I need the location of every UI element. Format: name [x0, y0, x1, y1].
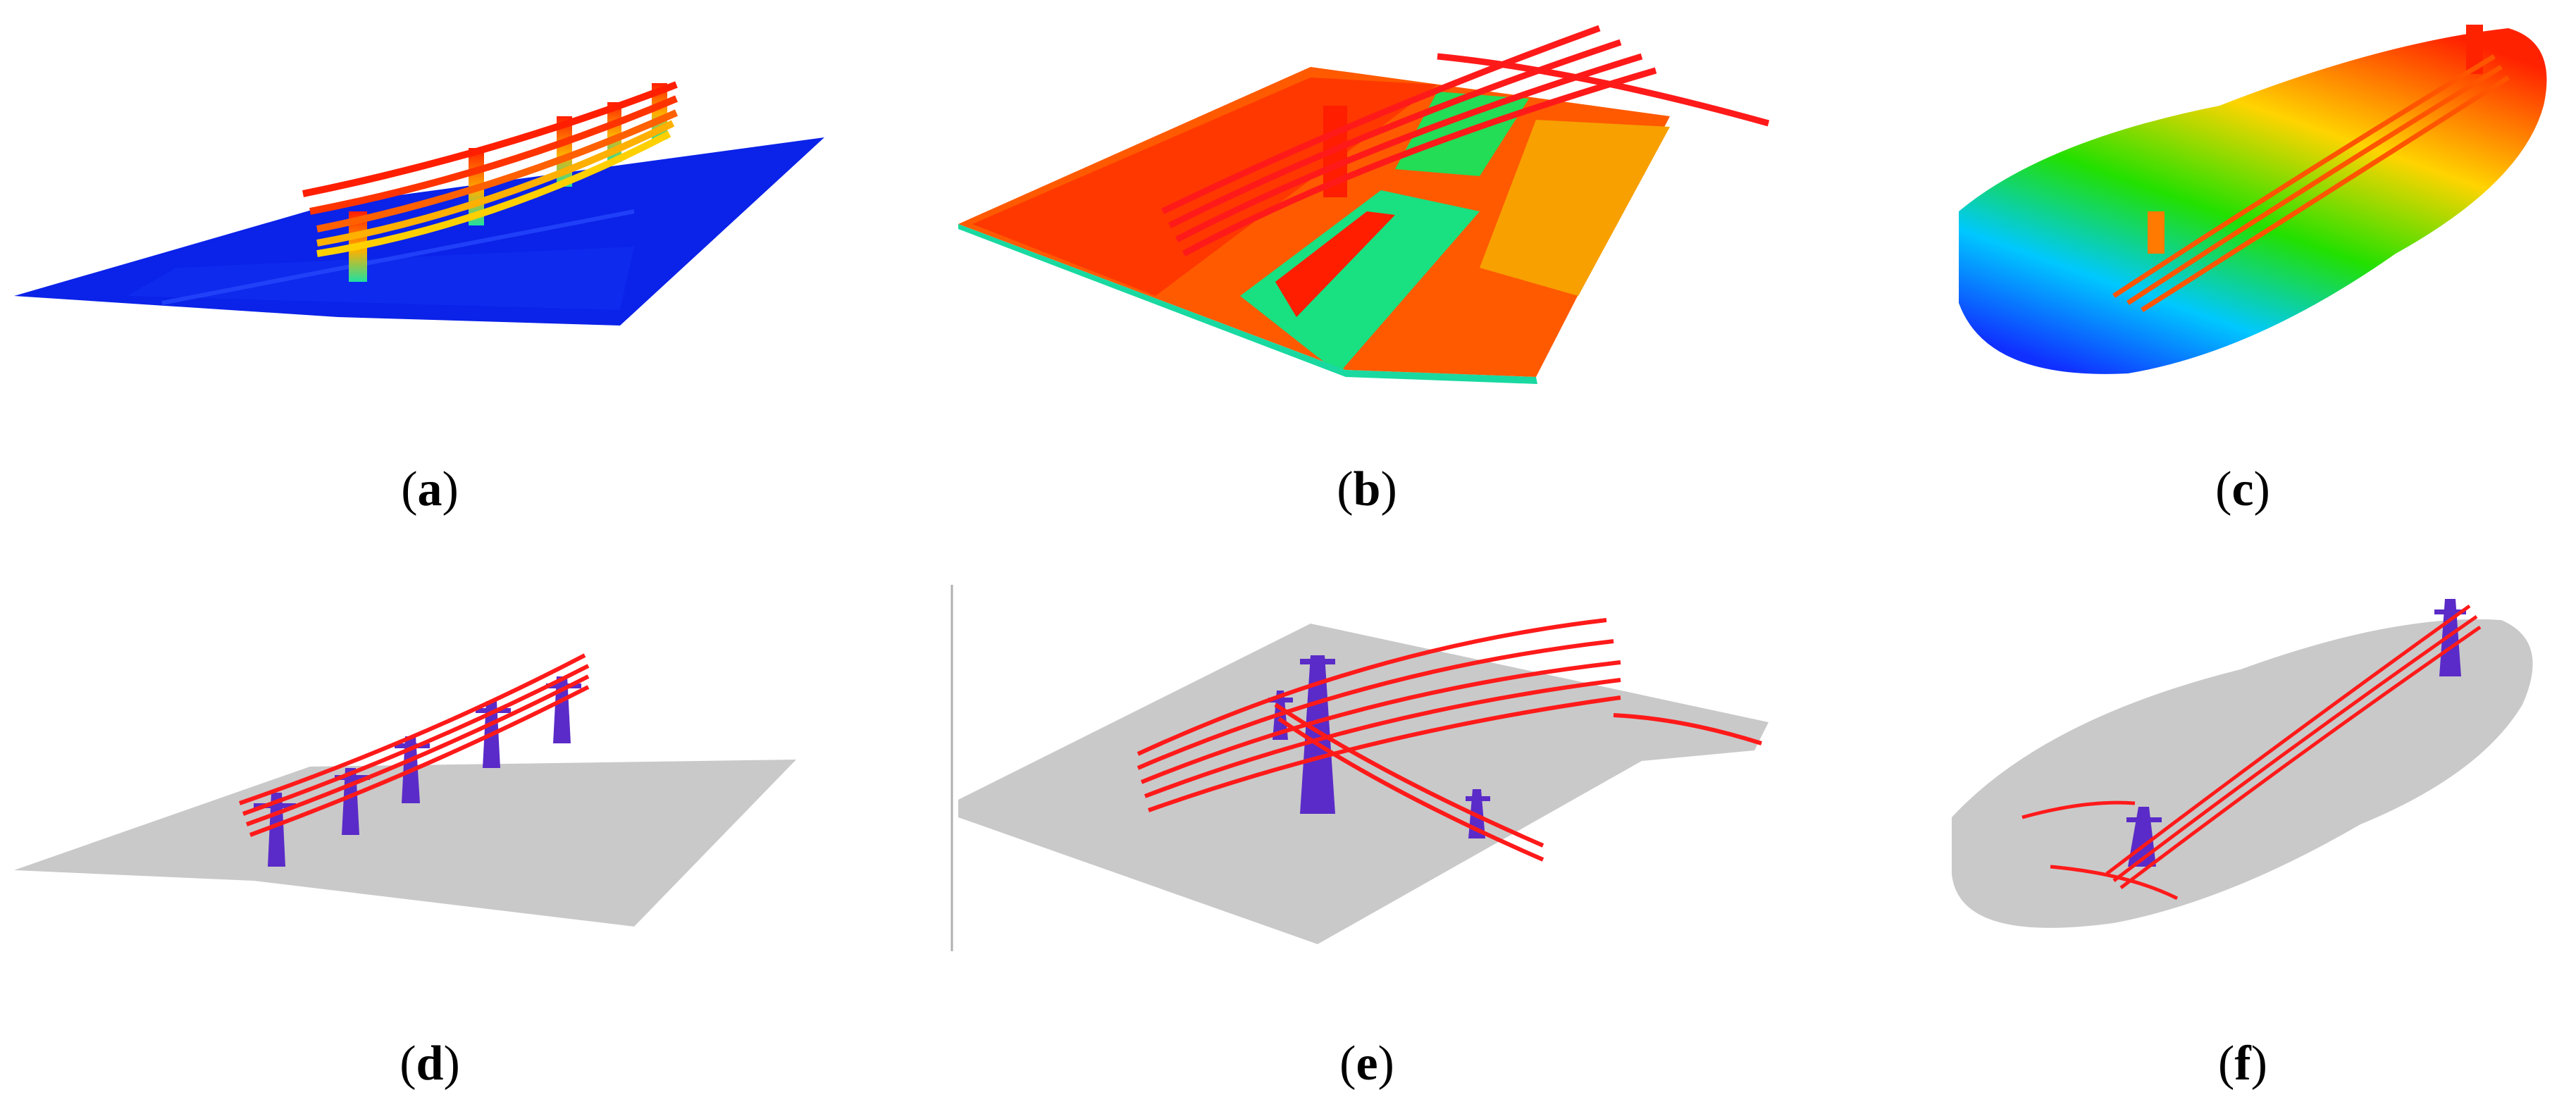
ground-e	[958, 624, 1769, 944]
caption-a: (a)	[401, 462, 459, 516]
caption-d: (d)	[400, 1036, 460, 1091]
power-lines-b	[1161, 25, 1770, 256]
classified-cloud-d	[14, 653, 796, 927]
panel-c	[1902, 0, 2576, 437]
panel-d	[0, 578, 860, 1015]
power-lines-f	[2021, 604, 2482, 900]
power-lines-e	[1137, 618, 1762, 862]
caption-b: (b)	[1337, 462, 1397, 516]
classified-cloud-f	[1952, 599, 2533, 928]
classified-cloud-e	[950, 585, 1769, 951]
ground-d	[14, 760, 796, 927]
panel-f	[1902, 578, 2576, 972]
caption-c: (c)	[2215, 462, 2270, 516]
point-cloud-c	[1959, 25, 2547, 374]
panel-e	[944, 578, 1790, 972]
power-lines-a	[302, 81, 679, 257]
caption-f: (f)	[2218, 1036, 2267, 1091]
panel-b	[944, 0, 1790, 437]
point-cloud-b	[958, 25, 1770, 384]
point-cloud-a	[14, 81, 824, 326]
panel-a	[0, 0, 860, 437]
caption-e: (e)	[1339, 1036, 1394, 1091]
towers-e	[1268, 655, 1490, 838]
power-lines-c	[2112, 54, 2510, 312]
power-lines-d	[239, 653, 590, 837]
